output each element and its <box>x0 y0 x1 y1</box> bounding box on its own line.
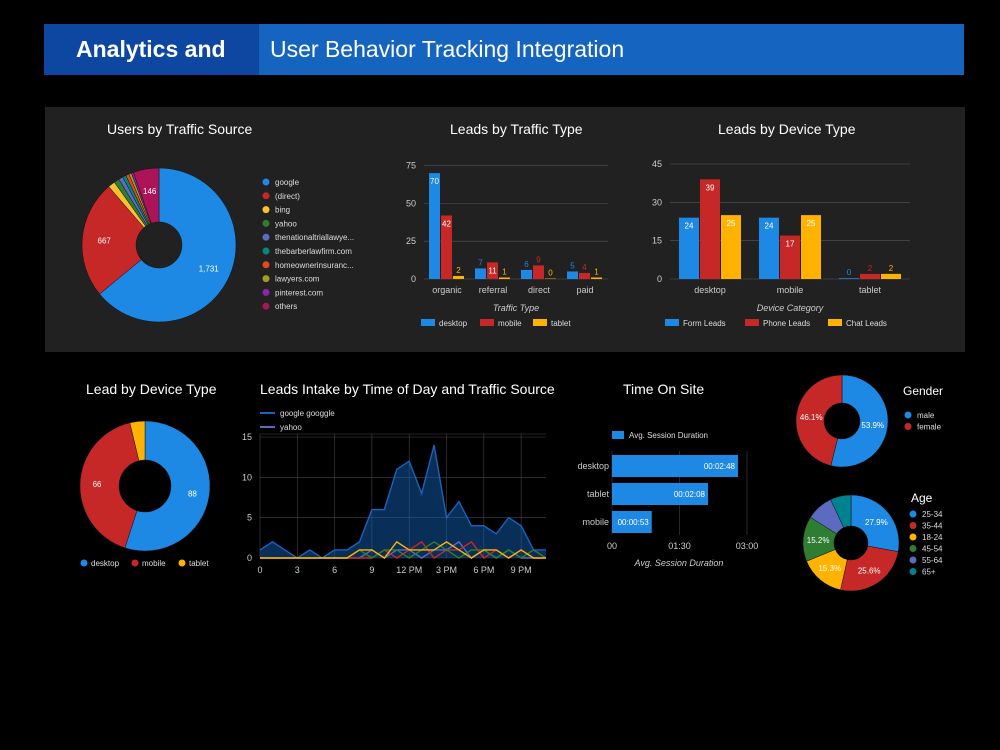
gender-legend-marker-0 <box>904 411 912 419</box>
age-slice-25-34 <box>850 494 900 552</box>
time-bar-desktop <box>612 455 738 477</box>
lead-device-legend-marker-0 <box>80 559 88 567</box>
age-data-label-18-24: 15.3% <box>818 564 841 573</box>
lead-device-slice-tablet <box>129 420 146 462</box>
intake-legend-label-0: google googgle <box>280 409 335 418</box>
age-legend-label-4: 55-64 <box>922 556 943 565</box>
gender-slice-male <box>830 374 889 468</box>
time-bar-label-tablet: 00:02:08 <box>674 490 706 499</box>
age-legend-label-2: 18-24 <box>922 533 943 542</box>
age-legend-marker-0 <box>909 510 917 518</box>
intake-ytick-5: 5 <box>247 513 252 523</box>
intake-xtick-9: 9 <box>369 565 374 575</box>
age-legend-marker-3 <box>909 545 917 552</box>
age-legend-label-0: 25-34 <box>922 510 943 519</box>
age-legend-marker-4 <box>909 556 917 564</box>
age-legend-marker-1 <box>909 522 917 529</box>
lead-device-legend-label-1: mobile <box>142 559 166 568</box>
age-slice-35-44 <box>840 545 899 592</box>
age-legend-marker-5 <box>909 568 917 575</box>
age-title: Age <box>911 491 933 505</box>
intake-xtick-6-pm: 6 PM <box>473 565 494 575</box>
intake-ytick-10: 10 <box>242 472 252 482</box>
intake-xtick-3: 3 <box>295 565 300 575</box>
intake-line-4 <box>260 540 546 559</box>
gender-title: Gender <box>903 384 944 398</box>
lead-by-device-type-title: Lead by Device Type <box>86 381 217 397</box>
lead-device-legend-marker-1 <box>131 559 139 567</box>
intake-line-1 <box>260 540 546 559</box>
time-xtick-2: 03:00 <box>736 541 759 551</box>
intake-xtick-3-pm: 3 PM <box>436 565 457 575</box>
header-banner: Analytics and User Behavior Tracking Int… <box>44 24 964 75</box>
time-bar-label-mobile: 00:00:53 <box>618 518 650 527</box>
time-ytick-tablet: tablet <box>587 489 610 499</box>
top-dashboard-panel <box>45 107 965 352</box>
intake-xtick-9-pm: 9 PM <box>511 565 532 575</box>
time-bar-tablet <box>612 483 708 505</box>
intake-line-3 <box>260 541 547 559</box>
age-legend-label-5: 65+ <box>922 568 936 577</box>
time-xtick-1: 01:30 <box>668 541 691 551</box>
time-xaxis-title: Avg. Session Duration <box>634 558 724 568</box>
age-legend-label-1: 35-44 <box>922 522 943 531</box>
intake-ytick-0: 0 <box>247 553 252 563</box>
intake-ytick-15: 15 <box>242 432 252 442</box>
time-bar-mobile <box>612 511 652 533</box>
time-on-site-title: Time On Site <box>623 381 705 397</box>
intake-legend-label-1: yahoo <box>280 423 302 432</box>
gender-data-label-female: 46.1% <box>800 413 823 422</box>
users-by-traffic-source-title: Users by Traffic Source <box>107 121 253 137</box>
intake-xtick-0: 0 <box>257 565 262 575</box>
age-slice-18-24 <box>806 549 848 591</box>
lead-device-legend-marker-2 <box>178 559 186 567</box>
intake-area-0 <box>260 445 546 558</box>
leads-by-traffic-type-title: Leads by Traffic Type <box>450 121 583 137</box>
time-bar-label-desktop: 00:02:48 <box>704 462 736 471</box>
lead-device-slice-mobile <box>79 422 140 549</box>
header-right-title: User Behavior Tracking Integration <box>270 36 625 62</box>
intake-xtick-12-pm: 12 PM <box>396 565 422 575</box>
time-ytick-mobile: mobile <box>582 517 609 527</box>
lead-device-data-label-desktop: 88 <box>188 490 197 499</box>
time-ytick-desktop: desktop <box>577 461 609 471</box>
time-legend-label: Avg. Session Duration <box>629 431 708 440</box>
lead-device-data-label-mobile: 66 <box>93 480 102 489</box>
lead-device-slice-desktop <box>124 420 211 552</box>
age-slice-65 <box>830 494 852 528</box>
time-legend-marker <box>612 431 624 439</box>
age-slice-55-64 <box>810 499 845 535</box>
leads-by-device-type-title: Leads by Device Type <box>718 121 856 137</box>
age-data-label-25-34: 27.9% <box>865 518 888 527</box>
leads-intake-title: Leads Intake by Time of Day and Traffic … <box>260 381 555 397</box>
age-legend-marker-2 <box>909 533 917 541</box>
intake-line-0 <box>259 444 546 559</box>
header-left-title: Analytics and <box>44 24 259 75</box>
gender-slice-female <box>795 374 843 466</box>
gender-legend-label-0: male <box>917 411 935 420</box>
age-data-label-35-44: 25.6% <box>858 567 881 576</box>
lead-device-legend-label-2: tablet <box>189 559 209 568</box>
gender-data-label-male: 53.9% <box>861 421 884 430</box>
gender-legend-label-1: female <box>917 423 942 432</box>
intake-line-2 <box>260 540 546 559</box>
gender-legend-marker-1 <box>904 423 912 430</box>
time-xtick-0: 00 <box>607 541 617 551</box>
age-legend-label-3: 45-54 <box>922 545 943 554</box>
age-data-label-45-54: 15.2% <box>807 536 830 545</box>
intake-xtick-6: 6 <box>332 565 337 575</box>
age-slice-45-54 <box>802 516 837 562</box>
lead-device-legend-label-0: desktop <box>91 559 120 568</box>
